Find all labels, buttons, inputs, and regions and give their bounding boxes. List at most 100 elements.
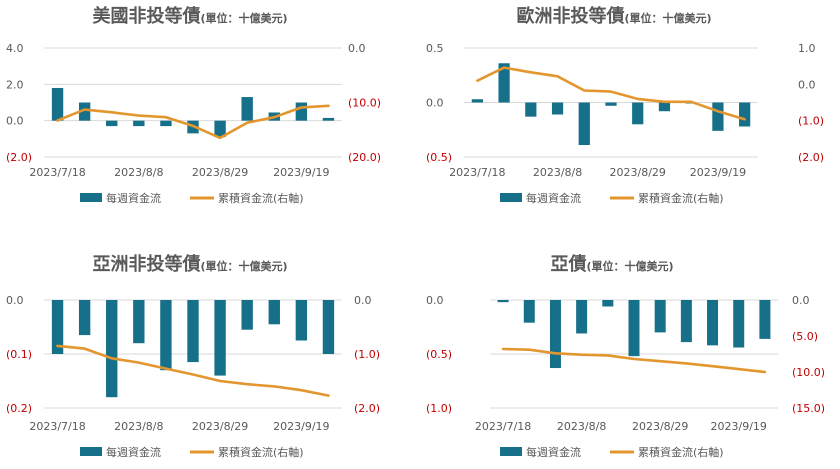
weekly-flow-bar — [160, 300, 172, 371]
chart-title-main: 亞債 — [550, 253, 586, 275]
left-axis-tick: (0.2) — [6, 402, 32, 415]
x-axis-tick: 2023/9/19 — [273, 166, 329, 179]
chart-title-unit: (單位：十億美元) — [200, 11, 287, 25]
x-axis-tick: 2023/8/29 — [610, 166, 666, 179]
weekly-flow-bar — [602, 300, 614, 307]
x-axis-tick: 2023/7/18 — [29, 166, 85, 179]
weekly-flow-bar — [628, 300, 640, 357]
legend-bar-swatch — [500, 447, 522, 456]
left-axis-tick: 0.0 — [426, 294, 444, 307]
chart-panel-asia-bonds: 亞債(單位：十億美元) 0.0 (0.5) (1.0) 0.0 (5.0) (10.0) (1… — [420, 234, 840, 469]
legend-bar-swatch — [500, 193, 522, 202]
chart-title: 亞洲非投等債(單位：十億美元) — [92, 253, 287, 275]
weekly-flow-bar — [551, 102, 564, 115]
x-axis-tick: 2023/7/18 — [475, 420, 531, 433]
chart-panel-us-high-yield: 美國非投等債(單位：十億美元) 4.0 2.0 0.0 (2.0) 0.0 (10.0) (2… — [0, 0, 420, 232]
weekly-flow-bar — [51, 300, 64, 354]
x-axis-tick: 2023/8/29 — [192, 166, 248, 179]
chart-panel-asia-high-yield: 亞洲非投等債(單位：十億美元) 0.0 (0.1) (0.2) 0.0 (1.0) (2.0… — [0, 234, 420, 469]
weekly-flow-bar — [241, 97, 253, 121]
right-axis-tick: (10.0) — [792, 366, 825, 379]
weekly-flow-bar — [739, 102, 751, 127]
weekly-flow-bar — [658, 102, 671, 112]
left-axis-tick: (0.5) — [426, 151, 452, 164]
weekly-flow-bar — [214, 300, 226, 376]
weekly-flow-bar — [295, 102, 308, 121]
weekly-flow-bar — [295, 300, 308, 341]
weekly-flow-bar — [322, 300, 335, 354]
right-axis-tick: (1.0) — [354, 348, 380, 361]
chart-title-main: 亞洲非投等債 — [92, 253, 200, 275]
weekly-flow-bar — [712, 102, 724, 131]
chart-svg: 美國非投等債(單位：十億美元) 4.0 2.0 0.0 (2.0) 0.0 (10.0) (2… — [6, 5, 381, 205]
weekly-flow-bar — [78, 102, 91, 121]
x-axis-tick: 2023/8/8 — [557, 420, 606, 433]
right-axis-tick: 0.0 — [354, 294, 372, 307]
weekly-flow-bar — [707, 300, 719, 346]
x-axis-tick: 2023/8/8 — [114, 166, 163, 179]
chart-title-main: 歐洲非投等債 — [516, 5, 624, 27]
weekly-flow-bar — [322, 117, 335, 121]
x-axis-tick: 2023/9/19 — [690, 166, 746, 179]
legend-bar-label: 每週資金流 — [526, 445, 581, 459]
weekly-flow-bar — [268, 300, 280, 325]
right-axis-tick: (5.0) — [792, 330, 818, 343]
right-axis-tick: 1.0 — [798, 42, 816, 55]
chart-title-unit: (單位：十億美元) — [200, 259, 287, 273]
weekly-flow-bar — [525, 102, 537, 117]
x-axis-tick: 2023/9/19 — [273, 420, 329, 433]
cumulative-flow-line — [56, 104, 330, 140]
weekly-flow-bar — [498, 63, 510, 103]
chart-title: 歐洲非投等債(單位：十億美元) — [516, 5, 711, 27]
left-axis-tick: 0.0 — [6, 115, 24, 128]
legend-bar-label: 每週資金流 — [526, 191, 581, 205]
legend-line-label: 累積資金流(右軸) — [218, 445, 304, 459]
weekly-flow-bar — [241, 300, 253, 330]
weekly-flow-bar — [632, 102, 644, 125]
left-axis-tick: (0.1) — [6, 348, 32, 361]
legend-line-label: 累積資金流(右軸) — [218, 191, 304, 205]
x-axis-tick: 2023/8/8 — [114, 420, 163, 433]
left-axis-tick: 0.0 — [426, 97, 444, 110]
chart-title: 亞債(單位：十億美元) — [550, 253, 673, 275]
right-axis-tick: 0.0 — [798, 78, 816, 91]
x-axis-tick: 2023/9/19 — [711, 420, 767, 433]
legend-line-label: 累積資金流(右軸) — [638, 191, 724, 205]
x-axis-tick: 2023/8/8 — [533, 166, 582, 179]
weekly-flow-bar — [549, 300, 561, 369]
weekly-flow-bar — [78, 300, 91, 336]
right-axis-tick: (10.0) — [348, 97, 381, 110]
weekly-flow-bar — [578, 102, 590, 146]
x-axis-tick: 2023/7/18 — [29, 420, 85, 433]
weekly-flow-bar — [605, 102, 617, 106]
chart-title-unit: (單位：十億美元) — [624, 11, 711, 25]
right-axis-tick: (1.0) — [798, 115, 824, 128]
left-axis-tick: (0.5) — [426, 348, 452, 361]
right-axis-tick: (2.0) — [354, 402, 380, 415]
chart-title-unit: (單位：十億美元) — [586, 259, 673, 273]
chart-title-main: 美國非投等債 — [92, 5, 200, 27]
legend-line-label: 累積資金流(右軸) — [638, 445, 724, 459]
right-axis-tick: (20.0) — [348, 151, 381, 164]
x-axis-tick: 2023/8/29 — [632, 420, 688, 433]
legend-bar-label: 每週資金流 — [106, 191, 161, 205]
left-axis-tick: 0.0 — [6, 294, 24, 307]
x-axis-tick: 2023/7/18 — [449, 166, 505, 179]
left-axis-tick: (2.0) — [6, 151, 32, 164]
chart-svg: 歐洲非投等債(單位：十億美元) 0.5 0.0 (0.5) 1.0 0.0 (1.0) (2.… — [426, 5, 824, 205]
weekly-flow-bar — [51, 87, 64, 121]
left-axis-tick: 0.5 — [426, 42, 444, 55]
legend-bar-label: 每週資金流 — [106, 445, 161, 459]
x-axis-tick: 2023/8/29 — [192, 420, 248, 433]
left-axis-tick: (1.0) — [426, 402, 452, 415]
weekly-flow-bar — [187, 300, 199, 363]
weekly-flow-bar — [759, 300, 771, 339]
right-axis-tick: 0.0 — [792, 294, 810, 307]
chart-title: 美國非投等債(單位：十億美元) — [92, 5, 287, 27]
weekly-flow-bar — [106, 300, 118, 398]
weekly-flow-bar — [497, 300, 509, 303]
weekly-flow-bar — [654, 300, 666, 333]
chart-panel-europe-high-yield: 歐洲非投等債(單位：十億美元) 0.5 0.0 (0.5) 1.0 0.0 (1.0) (2.… — [420, 0, 840, 232]
chart-svg: 亞債(單位：十億美元) 0.0 (0.5) (1.0) 0.0 (5.0) (10.0) (1… — [426, 253, 825, 459]
legend-bar-swatch — [80, 193, 102, 202]
